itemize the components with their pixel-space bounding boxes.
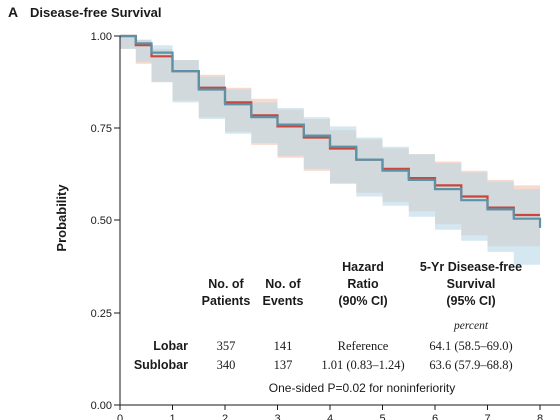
panel-title: Disease-free Survival [30, 5, 162, 20]
header-patients-line1: No. of [208, 277, 244, 291]
header-hr-line1: Hazard [342, 260, 384, 274]
header-hr-line2: Ratio [347, 277, 379, 291]
cell-events: 137 [274, 358, 293, 372]
header-survival-line2: Survival [447, 277, 496, 291]
x-tick-label: 4 [327, 413, 333, 420]
cell-patients: 357 [217, 339, 236, 353]
cell-events: 141 [274, 339, 293, 353]
header-hr-line3: (90% CI) [338, 294, 387, 308]
y-tick-label: 1.00 [91, 31, 112, 43]
x-tick-label: 0 [117, 413, 123, 420]
x-tick-label: 7 [484, 413, 490, 420]
row-label-sublobar: Sublobar [134, 358, 188, 372]
panel-letter: A [8, 4, 18, 20]
header-events-line1: No. of [265, 277, 301, 291]
p-value-note: One-sided P=0.02 for noninferiority [269, 381, 455, 395]
header-survival-line3: (95% CI) [446, 294, 495, 308]
cell-survival: 64.1 (58.5–69.0) [429, 339, 512, 353]
cell-hazard-ratio: Reference [338, 339, 389, 353]
y-axis-ticks: 0.00 0.25 0.50 0.75 1.00 [91, 31, 120, 412]
header-survival-line1: 5-Yr Disease-free [420, 260, 522, 274]
summary-table: No. of Patients No. of Events Hazard Rat… [134, 260, 522, 395]
y-axis-label: Probability [54, 184, 69, 252]
x-tick-label: 2 [222, 413, 228, 420]
survival-curve-sublobar [120, 34, 542, 228]
y-tick-label: 0.75 [91, 123, 112, 135]
cell-survival: 63.6 (57.9–68.8) [429, 358, 512, 372]
x-tick-label: 6 [432, 413, 438, 420]
x-tick-label: 1 [169, 413, 175, 420]
x-tick-label: 8 [537, 413, 543, 420]
y-tick-label: 0.25 [91, 308, 112, 320]
y-tick-label: 0.50 [91, 215, 112, 227]
cell-patients: 340 [217, 358, 236, 372]
x-axis-ticks: 0 1 2 3 4 5 6 7 8 [117, 405, 543, 420]
survival-unit: percent [453, 320, 489, 332]
row-label-lobar: Lobar [153, 339, 188, 353]
survival-curves [120, 34, 542, 228]
header-patients-line2: Patients [202, 294, 251, 308]
header-events-line2: Events [263, 294, 304, 308]
y-tick-label: 0.00 [91, 400, 112, 412]
cell-hazard-ratio: 1.01 (0.83–1.24) [321, 358, 404, 372]
x-tick-label: 5 [379, 413, 385, 420]
x-tick-label: 3 [274, 413, 280, 420]
